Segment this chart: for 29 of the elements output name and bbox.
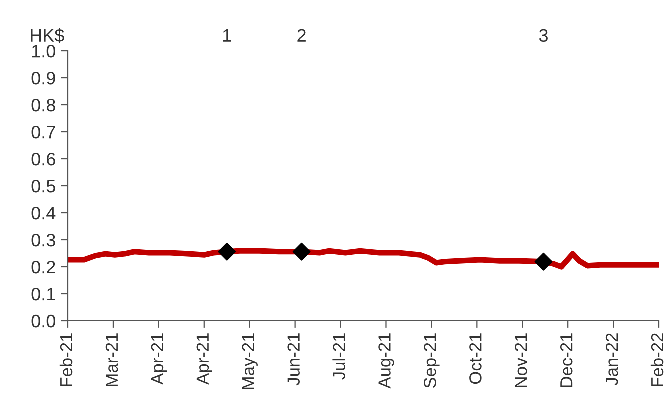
x-tick-label: Jun-21 xyxy=(288,334,300,386)
y-tick-label: 0.8 xyxy=(32,98,56,112)
y-tick-label: 1.0 xyxy=(32,44,56,58)
text: 3 xyxy=(539,29,548,42)
y-tick-label: 0.6 xyxy=(32,152,56,166)
y-tick-label: 0.9 xyxy=(32,72,56,85)
y-tick-label: 0.1 xyxy=(32,288,56,301)
x-tick-label: Feb-22 xyxy=(650,334,664,386)
y-tick-label: 0.4 xyxy=(32,206,56,220)
x-tick-label: Feb-21 xyxy=(60,334,73,386)
y-axis-title: HK$ xyxy=(31,28,64,44)
text: 1 xyxy=(223,29,232,42)
y-tick-label: 0.2 xyxy=(32,260,56,274)
x-tick-label: Jan-22 xyxy=(606,334,618,386)
text: 2 xyxy=(298,29,306,42)
x-tick-label: Dec-21 xyxy=(560,334,573,388)
x-tick-label: Sep-21 xyxy=(424,334,440,388)
x-tick-label: Apr-21 xyxy=(151,334,168,385)
x-tick-label: May-21 xyxy=(242,334,258,390)
y-tick-label: 0.3 xyxy=(32,234,56,247)
x-tick-label: Jul-21 xyxy=(332,334,346,380)
x-tick-label: Apr-21 xyxy=(196,334,212,385)
y-tick-label: 0.7 xyxy=(32,126,56,139)
y-tick-label: 0.0 xyxy=(32,314,56,328)
x-tick-label: Mar-21 xyxy=(106,334,118,386)
y-tick-label: 0.5 xyxy=(32,180,56,193)
x-tick-label: Aug-21 xyxy=(378,334,394,389)
x-tick-label: Oct-21 xyxy=(470,334,482,384)
x-tick-label: Nov-21 xyxy=(514,334,528,388)
